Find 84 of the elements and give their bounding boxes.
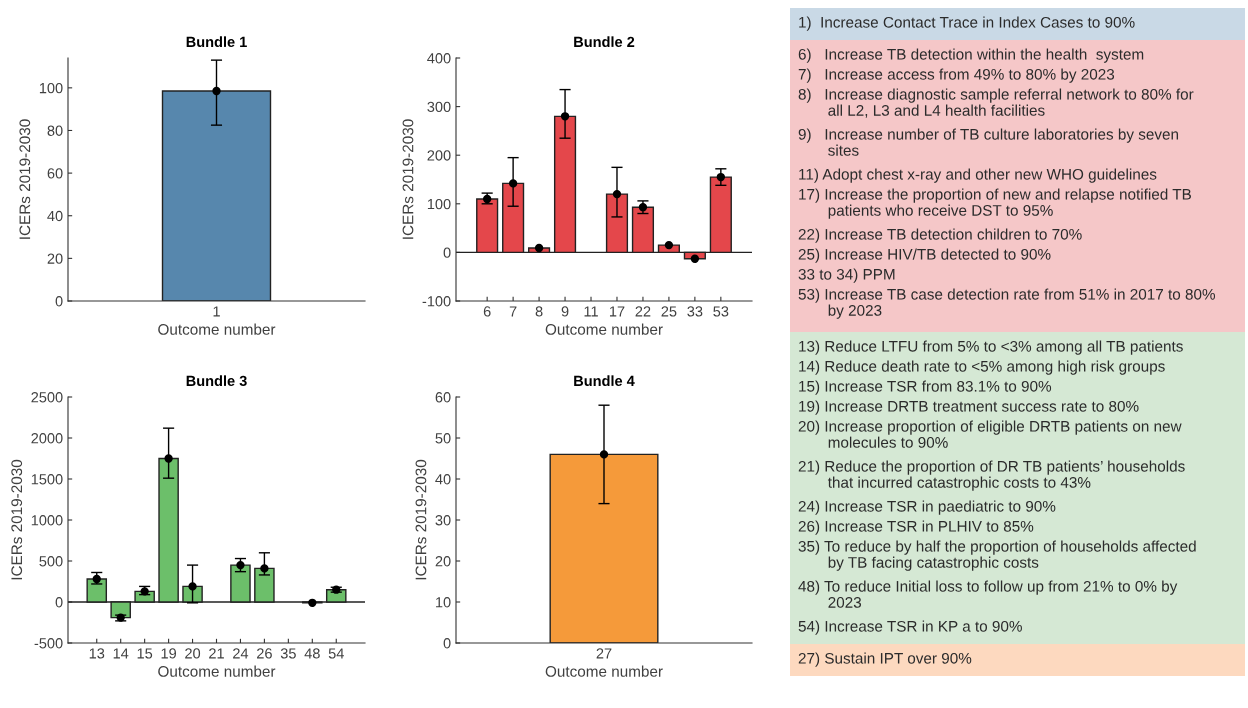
y-tick-label: 1500 [31, 474, 63, 485]
x-axis-title: Outcome number [545, 665, 663, 677]
x-tick-label: 20 [185, 648, 201, 659]
y-tick-label: 80 [47, 125, 63, 136]
x-tick-label: 24 [233, 648, 249, 659]
text: 13) Reduce LTFU from 5% to <3% among all TB patients [799, 340, 1183, 355]
y-tick-label: 200 [427, 150, 451, 161]
y-tick-label: 30 [435, 515, 451, 526]
x-tick-label: 48 [304, 648, 320, 659]
text: 6) Increase TB detection within the health system [798, 48, 1144, 63]
text: 9) Increase number of TB culture laboratories by seven sites [798, 128, 1179, 156]
x-tick-label: 1 [213, 306, 220, 317]
x-tick-label: 6 [483, 306, 491, 317]
y-tick-label: 0 [55, 296, 63, 307]
y-tick-label: 0 [55, 597, 63, 608]
y-tick-label: 60 [47, 168, 63, 179]
y-tick-label: 1000 [31, 515, 63, 526]
y-tick-label: 2500 [31, 392, 63, 403]
y-tick-label: 0 [443, 247, 451, 258]
y-tick-label: 60 [435, 392, 451, 403]
x-tick-label: 33 [687, 306, 703, 317]
x-tick-label: 21 [209, 648, 224, 659]
text: 35) To reduce by half the proportion of households affected by TB facing catastrophic costs [798, 540, 1196, 571]
y-tick-label: 0 [443, 638, 451, 649]
x-tick-label: 15 [137, 648, 153, 659]
x-tick-label: 35 [280, 648, 296, 659]
text: 14) Reduce death rate to <5% among high risk groups [799, 360, 1165, 375]
text: 17) Increase the proportion of new and relapse notified TB patients who receive DST to 95% [799, 188, 1191, 219]
text: 8) Increase diagnostic sample referral network to 80% for all L2, L3 and L4 health facilities [798, 88, 1194, 118]
y-tick-label: 40 [435, 474, 451, 485]
x-tick-label: 25 [661, 306, 677, 317]
text: 54) Increase TSR in KP a to 90% [798, 620, 1022, 635]
text: 20) Increase proportion of eligible DRTB patients on new molecules to 90% [798, 420, 1182, 448]
text: 11) Adopt chest x-ray and other new WHO guidelines [799, 168, 1157, 183]
chart-title: Bundle 3 [186, 375, 247, 387]
y-tick-label: 10 [436, 597, 451, 608]
text: 1) Increase Contact Trace in Index Cases to 90% [799, 16, 1135, 31]
text: 26) Increase TSR in PLHIV to 85% [798, 520, 1034, 535]
x-tick-label: 13 [89, 648, 105, 659]
text: 27) Sustain IPT over 90% [798, 652, 972, 667]
x-tick-label: 7 [509, 306, 517, 317]
text: 19) Increase DRTB treatment success rate to 80% [799, 400, 1139, 415]
x-tick-label: 19 [161, 648, 177, 659]
y-tick-label: 50 [435, 433, 451, 444]
text: 7) Increase access from 49% to 80% by 2023 [798, 68, 1115, 83]
y-tick-label: -100 [422, 296, 451, 307]
y-tick-label: 2000 [31, 433, 63, 444]
x-tick-label: 26 [257, 648, 272, 659]
y-tick-label: 20 [435, 556, 451, 567]
x-tick-label: 8 [535, 306, 543, 317]
y-tick-label: 100 [427, 198, 451, 210]
y-tick-label: 500 [39, 556, 63, 567]
y-tick-label: 20 [47, 253, 63, 264]
x-tick-label: 22 [635, 306, 651, 317]
x-axis-title: Outcome number [158, 323, 276, 335]
y-axis-title: ICERs 2019-2030 [402, 119, 414, 239]
x-axis-title: Outcome number [545, 323, 663, 335]
y-tick-label: 400 [427, 53, 451, 64]
x-tick-label: 54 [328, 648, 344, 659]
text: 25) Increase HIV/TB detected to 90% [798, 248, 1051, 263]
x-tick-label: 14 [113, 648, 129, 659]
y-tick-label: 100 [39, 82, 63, 94]
text: 53) Increase TB case detection rate from 51% in 2017 to 80% by 2023 [798, 288, 1216, 319]
y-tick-label: 300 [427, 101, 451, 113]
y-tick-label: 40 [47, 210, 63, 222]
chart-title: Bundle 2 [574, 36, 635, 48]
y-axis-title: ICERs 2019-2030 [11, 459, 23, 580]
chart-title: Bundle 1 [186, 36, 247, 48]
y-axis-title: ICERs 2019-2030 [19, 119, 31, 239]
text: 22) Increase TB detection children to 70% [798, 228, 1082, 243]
x-tick-label: 53 [713, 306, 729, 317]
y-tick-label: -500 [34, 638, 63, 649]
x-tick-label: 9 [561, 306, 569, 317]
y-axis-title: ICERs 2019-2030 [415, 459, 427, 580]
text: 48) To reduce Initial loss to follow up from 21% to 0% by 2023 [798, 580, 1178, 608]
text: 21) Reduce the proportion of DR TB patients’ households that incurred catastrophic costs to 43% [798, 460, 1185, 491]
x-tick-label: 11 [584, 306, 598, 317]
x-axis-title: Outcome number [158, 665, 276, 677]
x-tick-label: 27 [596, 648, 612, 659]
chart-title: Bundle 4 [574, 375, 635, 387]
x-tick-label: 17 [609, 306, 625, 317]
text: 15) Increase TSR from 83.1% to 90% [799, 380, 1052, 395]
text: 33 to 34) PPM [798, 268, 895, 283]
text: 24) Increase TSR in paediatric to 90% [798, 500, 1056, 515]
